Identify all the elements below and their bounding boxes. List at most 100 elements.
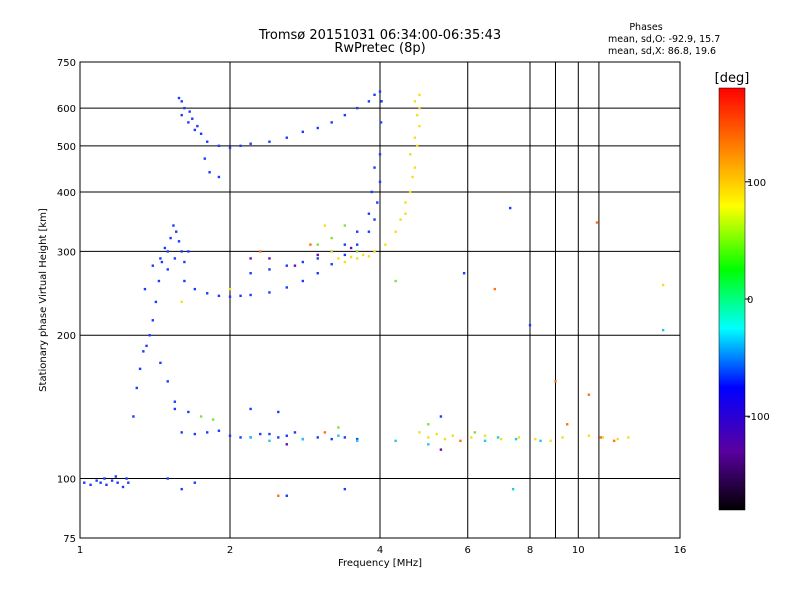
data-point — [483, 439, 487, 443]
data-point — [208, 171, 211, 174]
data-point — [249, 293, 252, 297]
data-point — [285, 443, 288, 446]
data-point — [337, 434, 340, 437]
data-point — [196, 124, 199, 128]
data-point — [173, 400, 177, 403]
data-point — [217, 429, 221, 432]
data-point — [183, 106, 186, 110]
data-point — [549, 439, 552, 443]
colorbar-label: [deg] — [715, 71, 750, 86]
data-point — [301, 279, 305, 283]
data-point — [166, 477, 169, 480]
data-point — [193, 481, 197, 484]
data-point — [159, 257, 162, 260]
data-point — [343, 260, 347, 264]
data-point — [142, 350, 145, 353]
data-point — [343, 253, 347, 257]
data-point — [462, 272, 466, 275]
data-point — [508, 206, 512, 210]
data-point — [595, 221, 599, 224]
data-point — [173, 407, 177, 411]
data-point — [404, 201, 407, 204]
data-point — [135, 386, 138, 390]
y-tick-label: 500 — [57, 142, 76, 153]
data-point — [199, 415, 203, 418]
data-point — [217, 144, 221, 148]
data-point — [127, 481, 130, 484]
data-point — [355, 230, 359, 233]
data-point — [470, 436, 473, 439]
phase-stats-x: mean, sd,X: 86.8, 19.6 — [608, 46, 716, 57]
data-point — [323, 431, 327, 434]
colorbar-tick-label: -100 — [747, 412, 770, 423]
data-point — [384, 243, 387, 246]
data-point — [217, 175, 221, 179]
data-point — [166, 250, 169, 253]
data-point — [330, 263, 333, 266]
data-point — [316, 126, 319, 130]
data-point — [268, 432, 271, 436]
y-tick-label: 200 — [57, 331, 76, 342]
data-point — [565, 423, 569, 426]
data-point — [601, 436, 605, 439]
data-point — [180, 100, 183, 103]
x-axis-ticks: 1 2 4 6 8 10 16 — [77, 545, 687, 556]
data-point — [151, 264, 155, 267]
data-point — [145, 344, 148, 348]
data-point — [277, 410, 280, 414]
data-point — [180, 431, 183, 434]
phase-stats-o: mean, sd,O: -92.9, 15.7 — [608, 34, 720, 45]
data-point — [293, 264, 297, 267]
data-point — [285, 136, 288, 139]
data-point — [511, 487, 515, 491]
data-point — [394, 439, 397, 443]
data-point — [183, 260, 186, 264]
data-point — [473, 431, 477, 434]
data-point — [83, 481, 86, 484]
data-point — [239, 144, 242, 148]
y-tick-label: 750 — [57, 58, 76, 69]
data-point — [355, 250, 359, 253]
data-point — [439, 448, 443, 451]
data-point — [343, 487, 347, 491]
data-point — [239, 436, 242, 439]
data-point — [166, 268, 169, 271]
data-point — [367, 230, 371, 233]
data-point — [627, 436, 630, 439]
data-point — [337, 257, 340, 260]
data-point — [413, 100, 417, 103]
data-point — [193, 128, 197, 132]
data-point — [517, 436, 521, 439]
data-point — [337, 426, 340, 429]
data-point — [413, 166, 417, 169]
data-point — [228, 287, 232, 291]
phase-stats-title: Phases — [629, 22, 662, 33]
data-point — [528, 323, 532, 327]
data-point — [355, 257, 359, 260]
phase-stats: Phases mean, sd,O: -92.9, 15.7 mean, sd,… — [608, 22, 720, 57]
data-point — [259, 432, 262, 436]
data-point — [496, 436, 500, 439]
data-point — [554, 380, 557, 383]
data-point — [459, 439, 462, 443]
colorbar-tick-label: 100 — [747, 178, 766, 189]
data-point — [427, 443, 430, 446]
data-point — [166, 380, 169, 383]
y-tick-label: 600 — [57, 104, 76, 115]
data-point — [285, 434, 288, 437]
data-point — [172, 224, 175, 227]
data-point — [399, 218, 402, 221]
x-tick-label: 2 — [227, 545, 233, 556]
data-point — [367, 212, 371, 215]
data-point — [612, 439, 616, 443]
data-point — [539, 439, 542, 443]
data-point — [268, 439, 271, 443]
data-point — [394, 279, 397, 283]
data-point — [193, 287, 197, 291]
data-point — [151, 319, 155, 322]
data-point — [418, 93, 421, 96]
data-point — [616, 437, 619, 441]
data-point — [143, 287, 147, 291]
data-point — [187, 410, 190, 414]
